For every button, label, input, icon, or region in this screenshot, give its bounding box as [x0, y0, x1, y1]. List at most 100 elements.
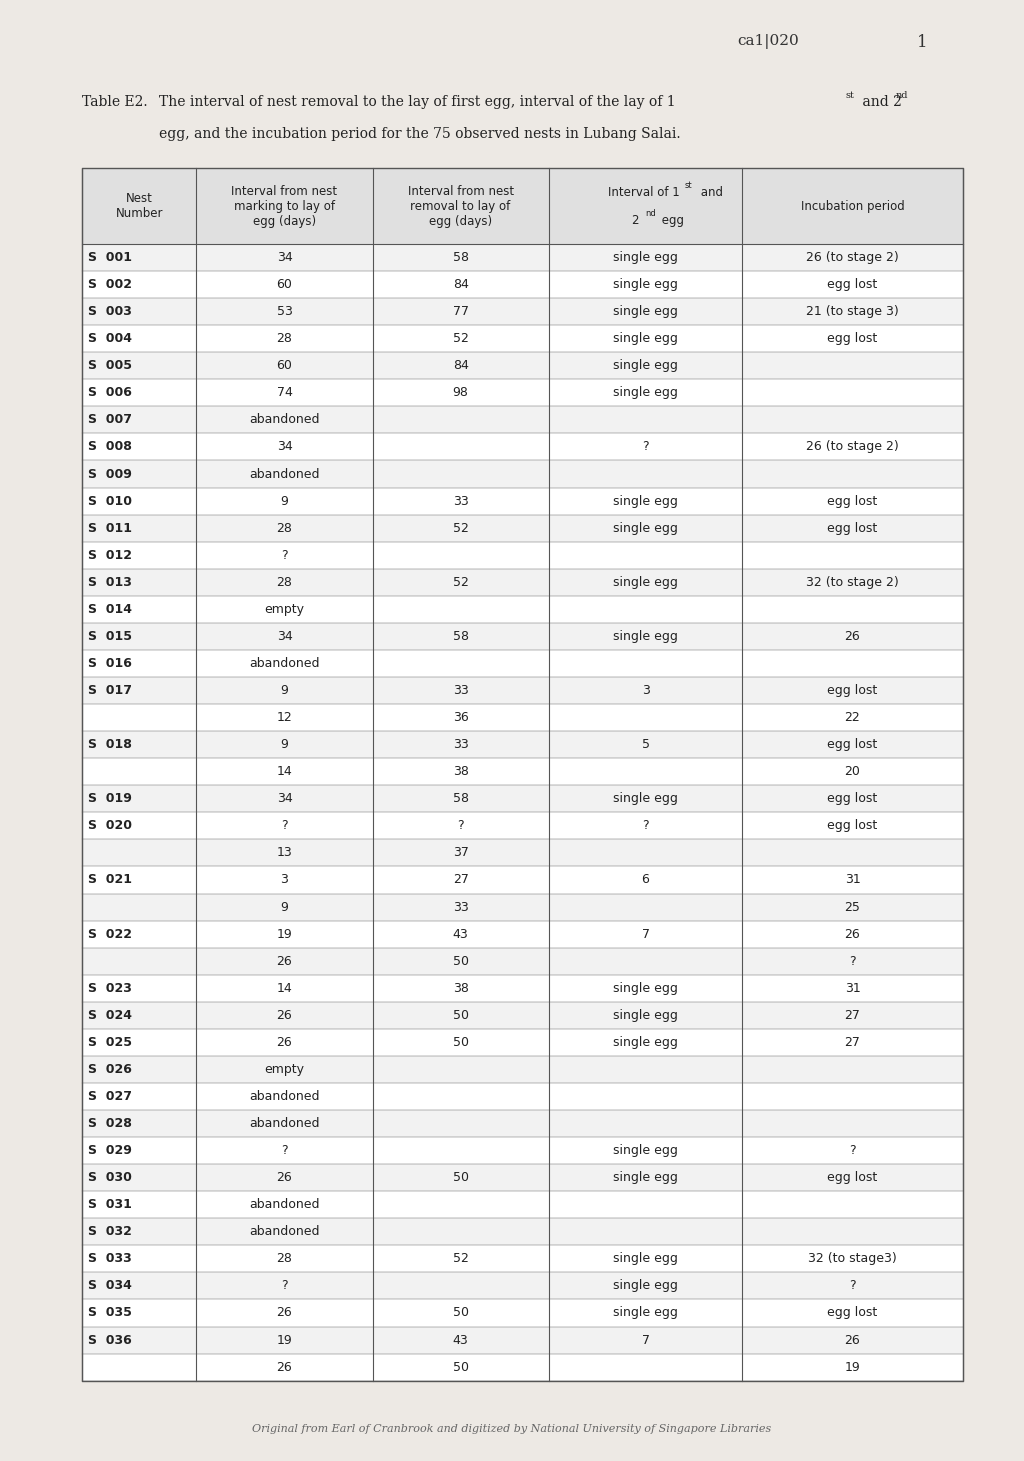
Text: 5: 5 [641, 738, 649, 751]
Text: 34: 34 [276, 251, 292, 264]
Text: nd: nd [645, 209, 656, 218]
Text: single egg: single egg [613, 792, 678, 805]
Text: ?: ? [282, 549, 288, 561]
Text: S  001: S 001 [88, 251, 132, 264]
Text: 50: 50 [453, 954, 469, 967]
Text: 20: 20 [845, 766, 860, 779]
Text: 33: 33 [453, 495, 468, 507]
Text: 33: 33 [453, 684, 468, 697]
Text: 50: 50 [453, 1008, 469, 1021]
Text: 26 (to stage 2): 26 (to stage 2) [806, 440, 899, 453]
Text: single egg: single egg [613, 495, 678, 507]
Text: S  020: S 020 [88, 820, 132, 833]
Text: single egg: single egg [613, 386, 678, 399]
Text: S  006: S 006 [88, 386, 132, 399]
Text: 31: 31 [845, 874, 860, 887]
Text: abandoned: abandoned [249, 1090, 319, 1103]
Text: abandoned: abandoned [249, 1226, 319, 1239]
Text: 9: 9 [281, 684, 289, 697]
Text: ?: ? [282, 1144, 288, 1157]
Text: egg lost: egg lost [827, 1306, 878, 1319]
Text: 84: 84 [453, 278, 469, 291]
Text: S  003: S 003 [88, 305, 132, 318]
Text: single egg: single egg [613, 278, 678, 291]
Text: 50: 50 [453, 1036, 469, 1049]
Text: ?: ? [849, 1144, 856, 1157]
Text: S  028: S 028 [88, 1118, 132, 1129]
Text: Original from Earl of Cranbrook and digitized by National University of Singapor: Original from Earl of Cranbrook and digi… [252, 1424, 772, 1433]
Text: 33: 33 [453, 900, 468, 913]
Text: 28: 28 [276, 1252, 293, 1265]
Text: 26: 26 [276, 1036, 292, 1049]
Text: egg lost: egg lost [827, 820, 878, 833]
Text: S  032: S 032 [88, 1226, 132, 1239]
Text: 19: 19 [276, 928, 292, 941]
Text: 50: 50 [453, 1360, 469, 1373]
Text: 28: 28 [276, 576, 293, 589]
Text: 25: 25 [845, 900, 860, 913]
Text: S  026: S 026 [88, 1064, 132, 1075]
Text: ?: ? [282, 1280, 288, 1293]
Text: abandoned: abandoned [249, 1118, 319, 1129]
Text: The interval of nest removal to the lay of first egg, interval of the lay of 1: The interval of nest removal to the lay … [159, 95, 676, 110]
Text: 26: 26 [845, 928, 860, 941]
Text: 32 (to stage3): 32 (to stage3) [808, 1252, 897, 1265]
Text: single egg: single egg [613, 305, 678, 318]
Text: ?: ? [458, 820, 464, 833]
Text: egg lost: egg lost [827, 495, 878, 507]
Text: single egg: single egg [613, 522, 678, 535]
Text: 36: 36 [453, 712, 468, 725]
Text: S  035: S 035 [88, 1306, 132, 1319]
Text: abandoned: abandoned [249, 468, 319, 481]
Text: abandoned: abandoned [249, 413, 319, 427]
Text: 2: 2 [632, 215, 639, 226]
Text: S  025: S 025 [88, 1036, 132, 1049]
Text: S  009: S 009 [88, 468, 132, 481]
Text: 7: 7 [641, 1334, 649, 1347]
Text: 6: 6 [642, 874, 649, 887]
Text: 26: 26 [276, 1306, 292, 1319]
Text: ca1|020: ca1|020 [737, 34, 799, 48]
Text: single egg: single egg [613, 332, 678, 345]
Text: abandoned: abandoned [249, 1198, 319, 1211]
Text: 22: 22 [845, 712, 860, 725]
Text: 58: 58 [453, 792, 469, 805]
Text: 32 (to stage 2): 32 (to stage 2) [806, 576, 899, 589]
Text: single egg: single egg [613, 1252, 678, 1265]
Text: Table E2.: Table E2. [82, 95, 147, 110]
Text: S  023: S 023 [88, 982, 132, 995]
Text: S  031: S 031 [88, 1198, 132, 1211]
Text: S  033: S 033 [88, 1252, 132, 1265]
Text: 34: 34 [276, 792, 292, 805]
Text: egg lost: egg lost [827, 792, 878, 805]
Text: 27: 27 [845, 1036, 860, 1049]
Text: single egg: single egg [613, 1280, 678, 1293]
Text: 84: 84 [453, 359, 469, 373]
Text: and: and [696, 187, 723, 199]
Text: empty: empty [264, 603, 304, 617]
Text: 26: 26 [276, 1360, 292, 1373]
Text: 38: 38 [453, 766, 469, 779]
Text: 43: 43 [453, 928, 468, 941]
Text: 27: 27 [453, 874, 469, 887]
Text: egg: egg [657, 215, 684, 226]
Text: 1: 1 [916, 34, 927, 51]
Text: single egg: single egg [613, 982, 678, 995]
Text: single egg: single egg [613, 1306, 678, 1319]
Text: st: st [684, 181, 692, 190]
Text: S  027: S 027 [88, 1090, 132, 1103]
Text: ?: ? [849, 954, 856, 967]
Text: 13: 13 [276, 846, 292, 859]
Text: 98: 98 [453, 386, 469, 399]
Text: S  002: S 002 [88, 278, 132, 291]
Text: 7: 7 [641, 928, 649, 941]
Text: S  024: S 024 [88, 1008, 132, 1021]
Text: 28: 28 [276, 522, 293, 535]
Text: S  012: S 012 [88, 549, 132, 561]
Text: 9: 9 [281, 495, 289, 507]
Text: single egg: single egg [613, 1172, 678, 1185]
Text: single egg: single egg [613, 359, 678, 373]
Text: ?: ? [849, 1280, 856, 1293]
Text: S  004: S 004 [88, 332, 132, 345]
Text: 77: 77 [453, 305, 469, 318]
